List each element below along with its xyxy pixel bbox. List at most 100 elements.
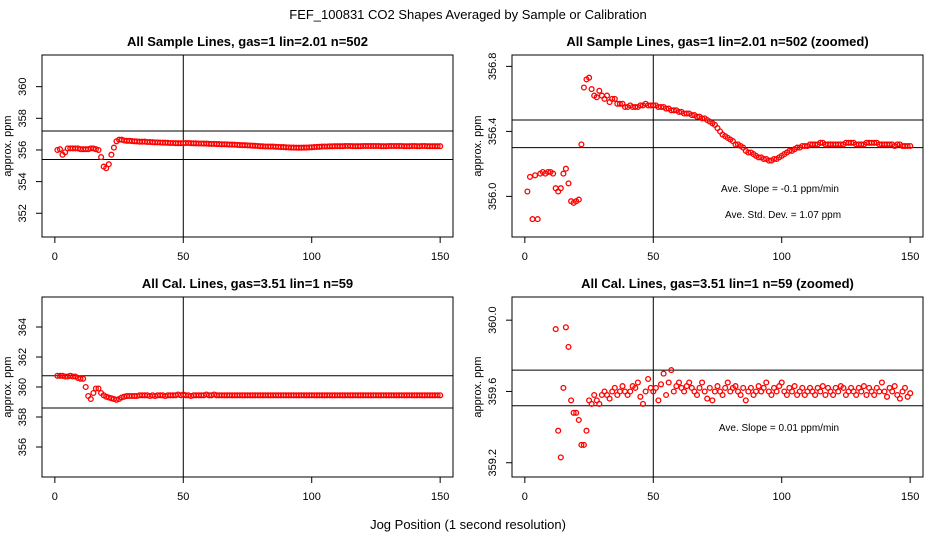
data-point xyxy=(799,384,806,391)
data-point xyxy=(876,388,883,395)
data-point xyxy=(871,139,878,146)
x-tick-label: 50 xyxy=(647,491,659,503)
data-point xyxy=(593,94,600,101)
data-point xyxy=(770,155,778,163)
data-point xyxy=(871,391,878,399)
annotation-text: Ave. Std. Dev. = 1.07 ppm xyxy=(725,210,841,221)
data-point xyxy=(568,397,575,404)
data-point xyxy=(709,397,716,404)
y-tick-label: 356.0 xyxy=(487,183,499,211)
data-point xyxy=(544,168,552,176)
data-point xyxy=(529,216,536,223)
chart-panels: All Sample Lines, gas=1 lin=2.01 n=502 0 5… xyxy=(2,34,924,503)
data-point xyxy=(54,146,61,154)
data-point xyxy=(778,379,785,386)
x-tick-label: 150 xyxy=(901,251,919,263)
data-point xyxy=(437,143,444,150)
panel-p4: All Cal. Lines, gas=3.51 lin=1 n=59 (zoo… xyxy=(472,276,924,503)
y-tick-label: 356 xyxy=(17,141,29,159)
panel-title: All Sample Lines, gas=1 lin=2.01 n=502 (… xyxy=(566,34,868,49)
data-point xyxy=(763,379,770,386)
data-point xyxy=(732,383,739,390)
data-point xyxy=(645,375,652,383)
x-tick-label: 150 xyxy=(431,491,449,503)
data-point xyxy=(583,427,590,434)
data-point xyxy=(760,384,767,391)
data-point xyxy=(701,388,708,395)
x-tick-label: 100 xyxy=(303,491,321,503)
data-point xyxy=(650,102,657,109)
data-point xyxy=(526,173,534,180)
data-point xyxy=(560,170,567,177)
data-point xyxy=(627,388,634,395)
panel-title: All Sample Lines, gas=1 lin=2.01 n=502 xyxy=(127,34,368,49)
x-tick-label: 50 xyxy=(177,491,189,503)
data-point xyxy=(724,379,731,386)
annotation-text: Ave. Slope = 0.01 ppm/min xyxy=(719,423,839,434)
data-point xyxy=(634,379,641,386)
x-tick-label: 0 xyxy=(52,251,58,263)
data-point xyxy=(783,391,790,399)
data-point xyxy=(87,395,94,403)
data-point xyxy=(80,375,87,382)
data-point xyxy=(886,141,893,148)
data-point xyxy=(560,384,567,391)
data-point xyxy=(853,391,860,399)
data-point xyxy=(755,383,762,390)
data-point xyxy=(591,391,598,399)
y-axis-label: approx. ppm xyxy=(2,115,14,176)
data-point xyxy=(578,141,585,148)
data-point xyxy=(752,388,760,395)
data-point xyxy=(580,84,587,91)
plot-frame xyxy=(41,54,454,238)
data-point xyxy=(719,391,726,399)
data-point xyxy=(557,454,564,461)
x-tick-label: 50 xyxy=(177,251,189,263)
y-tick-label: 362 xyxy=(17,348,29,366)
data-point xyxy=(768,391,775,399)
data-point xyxy=(434,143,441,150)
y-axis-label: approx. ppm xyxy=(472,356,484,417)
y-tick-label: 360.0 xyxy=(487,306,499,334)
data-point xyxy=(562,324,569,331)
y-tick-label: 358 xyxy=(17,408,29,426)
data-point xyxy=(894,141,901,148)
data-point xyxy=(904,142,911,150)
plot-frame xyxy=(41,296,454,478)
data-point xyxy=(714,383,721,390)
data-point xyxy=(683,110,690,117)
y-axis-label: approx. ppm xyxy=(472,115,484,176)
data-point xyxy=(95,146,102,154)
data-point xyxy=(788,388,796,395)
data-point xyxy=(110,144,117,151)
data-point xyxy=(812,391,819,399)
data-point xyxy=(699,379,706,386)
data-points xyxy=(54,136,444,172)
data-point xyxy=(675,379,683,386)
plot-frame xyxy=(511,296,924,478)
data-point xyxy=(801,142,808,150)
y-tick-label: 356.8 xyxy=(487,53,499,81)
y-tick-label: 356.4 xyxy=(487,118,499,146)
figure-xlabel: Jog Position (1 second resolution) xyxy=(370,517,566,532)
panel-title: All Cal. Lines, gas=3.51 lin=1 n=59 (zoo… xyxy=(581,276,854,291)
data-point xyxy=(745,149,752,156)
data-point xyxy=(747,384,754,391)
data-point xyxy=(737,391,744,399)
panel-title: All Cal. Lines, gas=3.51 lin=1 n=59 xyxy=(142,276,353,291)
data-point xyxy=(619,383,626,390)
y-tick-label: 358 xyxy=(17,109,29,127)
data-point xyxy=(740,384,747,391)
data-point xyxy=(670,107,677,114)
data-point xyxy=(863,391,870,399)
data-point xyxy=(570,409,577,416)
data-point xyxy=(706,384,713,391)
data-point xyxy=(639,400,647,407)
x-tick-label: 0 xyxy=(52,491,58,503)
data-point xyxy=(575,196,582,203)
data-point xyxy=(688,112,695,119)
data-point xyxy=(822,391,829,399)
data-point xyxy=(901,384,909,391)
data-points xyxy=(524,74,914,223)
